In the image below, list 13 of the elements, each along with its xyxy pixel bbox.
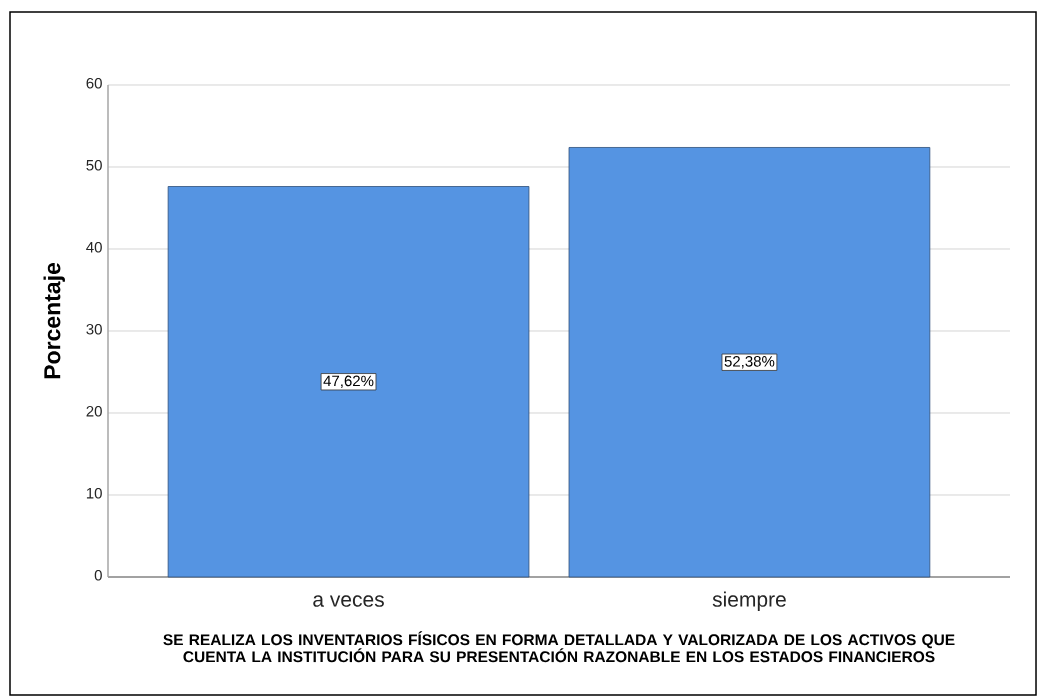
- y-tick-label: 60: [86, 77, 102, 89]
- data-label: 52,38%: [724, 356, 775, 369]
- data-label: 47,62%: [323, 375, 374, 388]
- x-tick-label: a veces: [313, 595, 384, 607]
- y-tick-label: 0: [94, 569, 102, 581]
- y-axis-title: Porcentaje: [43, 262, 65, 379]
- y-tick-label: 30: [86, 323, 102, 335]
- y-tick-label: 20: [86, 405, 102, 417]
- x-axis-title: SE REALIZA LOS INVENTARIOS FÍSICOS EN FORMA DETALLADA Y VALORIZADA DE LOS ACTIVOS QUE CUENTA LA INSTITUCIÓN PARA SU PRESENTACIÓN RAZONABLE EN LOS ESTADOS FINANCIEROS: [163, 631, 955, 663]
- y-tick-label: 40: [86, 241, 102, 253]
- y-tick-label: 50: [86, 159, 102, 171]
- y-tick-label: 10: [86, 487, 102, 499]
- x-tick-label: siempre: [712, 591, 786, 611]
